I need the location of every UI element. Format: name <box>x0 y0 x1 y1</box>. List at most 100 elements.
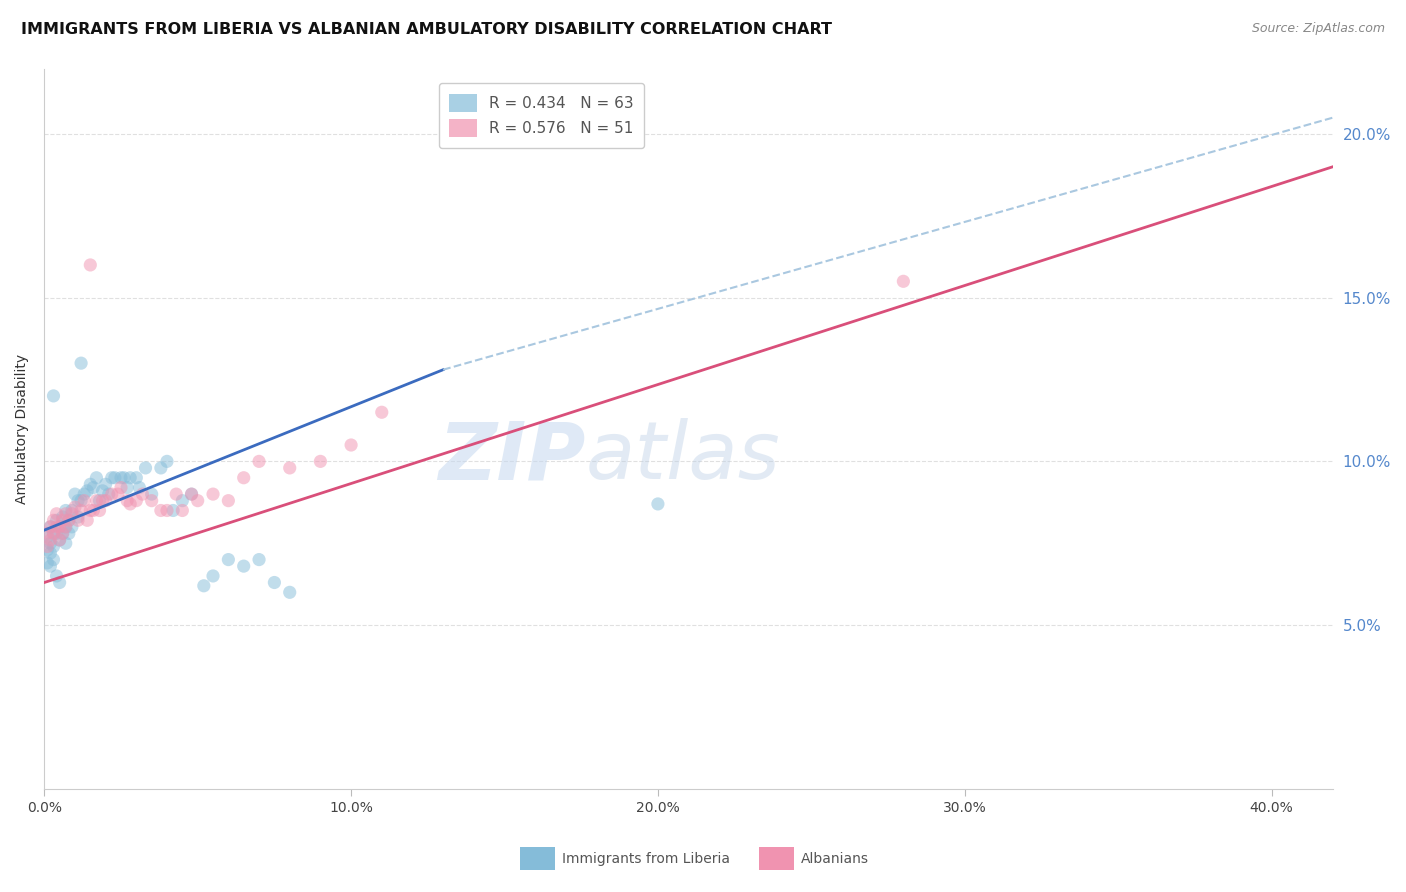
Text: Source: ZipAtlas.com: Source: ZipAtlas.com <box>1251 22 1385 36</box>
Point <box>120 497 142 511</box>
Point <box>112 471 135 485</box>
Point <box>48 520 70 534</box>
Point <box>37 542 59 557</box>
Point <box>91 483 114 498</box>
Point <box>135 461 157 475</box>
Point <box>39 520 62 534</box>
Point <box>73 487 96 501</box>
Point <box>647 497 669 511</box>
Point <box>115 493 138 508</box>
Point <box>37 530 59 544</box>
Point <box>58 513 80 527</box>
Point <box>149 503 172 517</box>
Point <box>42 513 65 527</box>
Point <box>86 493 108 508</box>
Point <box>893 274 915 288</box>
Point <box>42 389 65 403</box>
Point <box>94 493 117 508</box>
Point <box>45 513 67 527</box>
Point <box>120 471 142 485</box>
Point <box>37 556 59 570</box>
Point <box>156 503 179 517</box>
Point <box>149 461 172 475</box>
Point <box>66 510 89 524</box>
Point <box>232 471 254 485</box>
Point <box>39 520 62 534</box>
Point <box>76 513 98 527</box>
Point <box>52 510 75 524</box>
Point <box>104 471 127 485</box>
Point <box>42 526 65 541</box>
Point <box>89 503 111 517</box>
Point <box>70 493 93 508</box>
Point <box>340 438 363 452</box>
Point <box>58 513 80 527</box>
Text: Albanians: Albanians <box>801 852 869 866</box>
Point <box>86 471 108 485</box>
Point <box>141 493 163 508</box>
Point <box>42 526 65 541</box>
Point <box>128 481 150 495</box>
Point <box>101 487 124 501</box>
Point <box>107 487 129 501</box>
Point <box>101 471 124 485</box>
Point <box>52 526 75 541</box>
Point <box>70 503 93 517</box>
Point <box>70 356 93 370</box>
Y-axis label: Ambulatory Disability: Ambulatory Disability <box>15 353 30 504</box>
Point <box>45 526 67 541</box>
Point <box>73 493 96 508</box>
Point <box>55 520 77 534</box>
Point <box>141 487 163 501</box>
Point <box>371 405 394 419</box>
Point <box>156 454 179 468</box>
Point <box>52 526 75 541</box>
Point <box>263 575 285 590</box>
Point <box>309 454 332 468</box>
Point <box>55 503 77 517</box>
Point <box>55 520 77 534</box>
Point <box>39 536 62 550</box>
Point <box>45 507 67 521</box>
Point <box>131 487 153 501</box>
Point <box>58 526 80 541</box>
Point <box>89 493 111 508</box>
Point <box>52 513 75 527</box>
Point <box>79 258 101 272</box>
Point <box>37 540 59 554</box>
Point <box>187 493 209 508</box>
Point <box>76 483 98 498</box>
Point <box>39 546 62 560</box>
Point <box>63 500 86 515</box>
Text: Immigrants from Liberia: Immigrants from Liberia <box>562 852 730 866</box>
Text: ZIP: ZIP <box>439 418 585 497</box>
Point <box>165 487 187 501</box>
Point <box>79 503 101 517</box>
Point <box>48 575 70 590</box>
Point <box>247 552 270 566</box>
Point <box>217 493 239 508</box>
Point <box>217 552 239 566</box>
Point <box>97 487 120 501</box>
Point <box>39 533 62 547</box>
Point <box>60 507 83 521</box>
Point <box>82 503 104 517</box>
Point <box>39 559 62 574</box>
Point <box>45 520 67 534</box>
Point <box>278 585 301 599</box>
Point <box>42 552 65 566</box>
Point <box>110 481 132 495</box>
Point <box>193 579 215 593</box>
Point <box>79 477 101 491</box>
Point <box>42 540 65 554</box>
Point <box>232 559 254 574</box>
Point <box>172 503 194 517</box>
Point <box>37 526 59 541</box>
Point <box>66 493 89 508</box>
Text: atlas: atlas <box>585 418 780 497</box>
Point <box>172 493 194 508</box>
Legend: R = 0.434   N = 63, R = 0.576   N = 51: R = 0.434 N = 63, R = 0.576 N = 51 <box>439 83 644 148</box>
Point <box>125 471 148 485</box>
Point <box>48 533 70 547</box>
Point <box>247 454 270 468</box>
